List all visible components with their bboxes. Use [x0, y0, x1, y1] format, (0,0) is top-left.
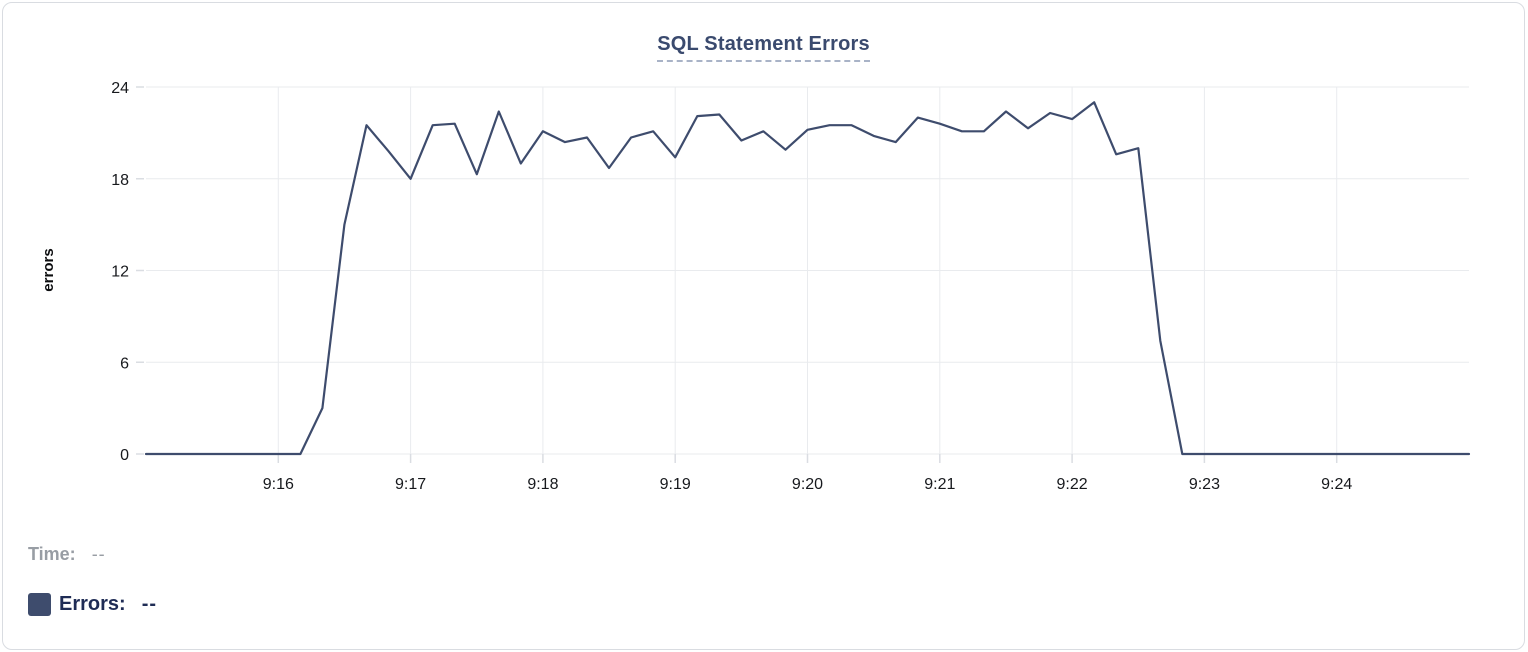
- x-tick-label: 9:22: [1057, 476, 1088, 493]
- time-label: Time:: [28, 543, 76, 564]
- y-tick-label: 12: [111, 264, 129, 281]
- x-tick-label: 9:19: [660, 476, 691, 493]
- errors-readout-row[interactable]: Errors: --: [28, 591, 157, 617]
- x-tick-label: 9:23: [1189, 476, 1220, 493]
- errors-series-swatch: [28, 592, 51, 616]
- chart-title[interactable]: SQL Statement Errors: [657, 33, 870, 62]
- tooltip-readout: Time: -- Errors: --: [28, 541, 157, 617]
- errors-series-line: [144, 101, 1471, 456]
- time-readout-row: Time: --: [28, 541, 157, 567]
- y-tick-label: 24: [111, 80, 129, 97]
- y-tick-label: 18: [111, 172, 129, 189]
- y-tick-label: 0: [120, 447, 129, 464]
- x-tick-label: 9:17: [395, 476, 426, 493]
- x-tick-label: 9:16: [263, 476, 294, 493]
- x-tick-label: 9:18: [527, 476, 558, 493]
- line-chart[interactable]: 0 6 12 18 24 9:16 9:17 9:18 9:19 9:20 9:21 9:22 9:23…: [3, 3, 1525, 650]
- errors-label: Errors:: [59, 592, 126, 615]
- x-tick-label: 9:20: [792, 476, 823, 493]
- y-axis-title: errors: [40, 248, 57, 291]
- time-value: --: [91, 543, 106, 564]
- chart-header: SQL Statement Errors: [3, 33, 1524, 62]
- x-tick-label: 9:24: [1321, 476, 1352, 493]
- errors-value: --: [141, 592, 158, 615]
- x-tick-label: 9:21: [924, 476, 955, 493]
- y-tick-label: 6: [120, 355, 129, 372]
